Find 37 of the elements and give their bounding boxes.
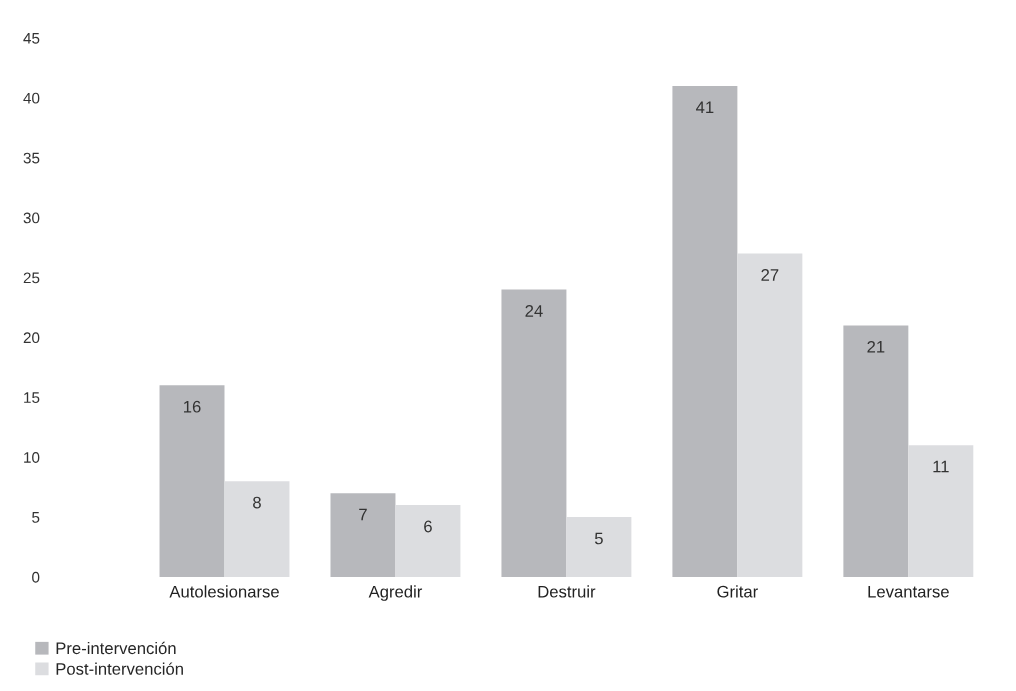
data-label: 27 bbox=[761, 269, 779, 281]
data-label: 6 bbox=[424, 520, 432, 533]
y-tick-label: 25 bbox=[23, 272, 40, 284]
data-label: 16 bbox=[184, 400, 201, 413]
data-label: 24 bbox=[525, 304, 543, 317]
y-tick-label: 35 bbox=[23, 152, 40, 164]
data-label: 11 bbox=[933, 460, 949, 473]
bar bbox=[159, 385, 225, 577]
bar bbox=[224, 481, 290, 577]
bar bbox=[908, 445, 974, 577]
bar bbox=[843, 325, 909, 577]
x-tick-label: Autolesionarse bbox=[169, 585, 279, 598]
x-tick-label: Destruir bbox=[538, 585, 596, 598]
y-tick-label: 30 bbox=[23, 212, 40, 224]
data-label: 7 bbox=[359, 508, 367, 521]
y-tick-label: 20 bbox=[23, 332, 40, 344]
bar bbox=[737, 253, 803, 577]
x-tick-label: Gritar bbox=[717, 585, 758, 598]
legend-label: Pre-intervención bbox=[56, 641, 176, 655]
legend-label: Post-intervención bbox=[56, 662, 183, 675]
y-tick-label: 10 bbox=[24, 452, 40, 463]
bar bbox=[566, 517, 632, 577]
data-label: 41 bbox=[696, 101, 714, 114]
bar bbox=[672, 85, 738, 577]
x-tick-label: Agredir bbox=[368, 585, 423, 601]
x-tick-label: Levantarse bbox=[868, 585, 949, 598]
bar bbox=[501, 289, 567, 577]
bar bbox=[330, 493, 396, 577]
bar bbox=[395, 505, 461, 577]
y-tick-label: 45 bbox=[23, 33, 40, 44]
y-tick-label: 40 bbox=[23, 92, 40, 104]
data-label: 8 bbox=[253, 496, 261, 509]
data-label: 21 bbox=[867, 340, 885, 353]
y-tick-label: 5 bbox=[32, 512, 40, 523]
y-tick-label: 15 bbox=[24, 392, 40, 404]
y-tick-label: 0 bbox=[32, 571, 40, 583]
data-label: 5 bbox=[594, 532, 603, 545]
